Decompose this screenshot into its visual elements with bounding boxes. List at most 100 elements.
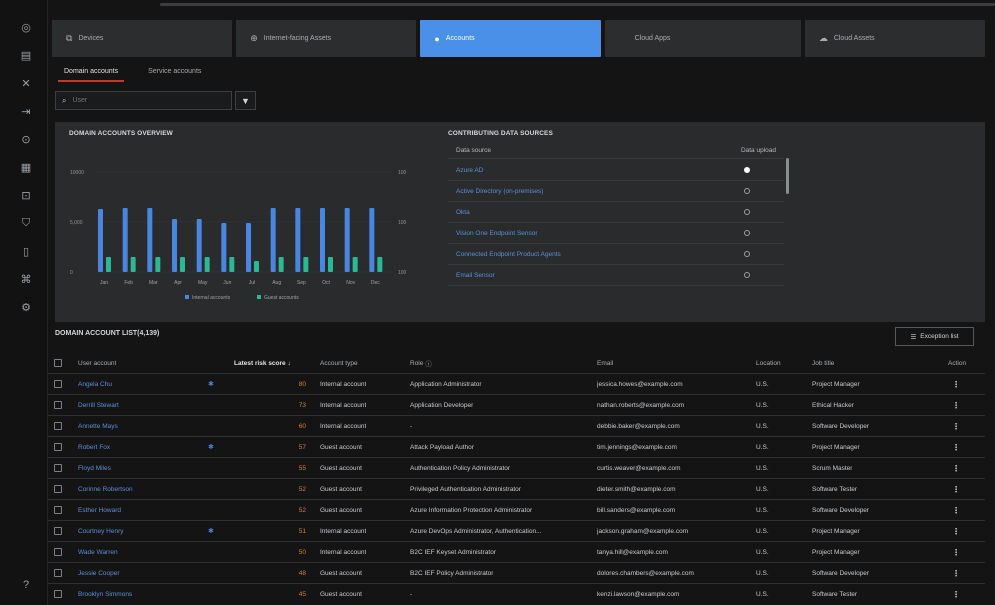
more-actions-icon[interactable]: ⋮ [952,526,960,536]
data-source-row[interactable]: Azure AD [448,160,784,181]
data-source-radio[interactable] [744,209,750,215]
more-actions-icon[interactable]: ⋮ [952,547,960,557]
mobile-icon[interactable]: ▯ [22,245,30,258]
row-checkbox[interactable] [54,479,62,499]
shield-icon[interactable]: ⛉ [21,216,31,229]
table-row[interactable]: Derrill Stewart 73 Internal account Applica… [48,394,985,415]
table-row[interactable]: Brooklyn Simmons 45 Guest account - kenzi.la… [48,583,985,604]
more-actions-icon[interactable]: ⋮ [952,568,960,578]
select-all-checkbox[interactable] [54,355,62,371]
table-row[interactable]: Angela Chu ✱ 80 Internal account Application… [48,373,985,394]
col-role[interactable]: Role ⓘ [410,359,432,369]
user-account-link[interactable]: Floyd Miles [78,464,111,472]
tab-internet-facing-assets[interactable]: ⊕ Internet-facing Assets [236,20,417,57]
more-actions-icon[interactable]: ⋮ [952,484,960,494]
data-source-row[interactable]: Connected Endpoint Product Agents [448,244,784,265]
exception-list-button[interactable]: ☰ Exception list [895,327,974,346]
subtab-service-accounts[interactable]: Service accounts [148,68,202,75]
table-row[interactable]: Annette Mays 60 Internal account - debbie.ba… [48,415,985,436]
row-checkbox[interactable] [54,416,62,436]
tab-devices[interactable]: ⧉ Devices [52,20,233,57]
row-checkbox[interactable] [54,500,62,520]
row-checkbox[interactable] [54,584,62,604]
settings-icon[interactable]: ⚙ [21,301,31,314]
xdr-icon[interactable]: ✕ [21,77,31,90]
row-checkbox[interactable] [54,395,62,415]
tab-accounts[interactable]: ● Accounts [420,20,601,57]
user-account-link[interactable]: Derrill Stewart [78,401,119,409]
more-actions-icon[interactable]: ⋮ [952,589,960,599]
more-actions-icon[interactable]: ⋮ [952,400,960,410]
data-source-name[interactable]: Okta [456,208,470,216]
data-source-radio[interactable] [744,230,750,236]
more-actions-icon[interactable]: ⋮ [952,463,960,473]
table-row[interactable]: Esther Howard 52 Guest account Azure Inform… [48,499,985,520]
dashboard-icon[interactable]: ◎ [21,21,31,34]
row-checkbox[interactable] [54,542,62,562]
data-source-row[interactable]: Active Directory (on-premises) [448,181,784,202]
row-checkbox[interactable] [54,458,62,478]
user-account-link[interactable]: Courtney Henry [78,527,124,535]
table-row[interactable]: Courtney Henry ✱ 51 Internal account Azure D… [48,520,985,541]
row-checkbox[interactable] [54,374,62,394]
user-account-link[interactable]: Wade Warren [78,548,118,556]
email: tanya.hill@example.com [597,548,668,556]
bar-internal [172,219,177,272]
tab-cloud-assets[interactable]: ☁ Cloud Assets [804,20,986,57]
table-row[interactable]: Floyd Miles 55 Guest account Authentication… [48,457,985,478]
data-source-row[interactable]: Okta [448,202,784,223]
table-row[interactable]: Corinne Robertson 52 Guest account Privileg… [48,478,985,499]
login-icon[interactable]: ⇥ [21,105,31,118]
tab-cloud-apps[interactable]: Cloud Apps [604,20,801,57]
subtab-domain-accounts[interactable]: Domain accounts [58,66,125,82]
report-icon[interactable]: ▤ [20,49,32,62]
search-nav-icon[interactable]: ⊙ [21,133,31,146]
row-checkbox[interactable] [54,563,62,583]
row-checkbox[interactable] [54,521,62,541]
download-icon[interactable]: ⊡ [21,189,31,202]
data-source-name[interactable]: Azure AD [456,166,484,174]
more-actions-icon[interactable]: ⋮ [952,421,960,431]
more-actions-icon[interactable]: ⋮ [952,442,960,452]
data-source-radio[interactable] [744,272,750,278]
data-source-row[interactable]: Vision One Endpoint Sensor [448,223,784,244]
network-icon[interactable]: ⌘ [20,273,32,286]
data-source-radio[interactable] [744,167,750,173]
user-account-link[interactable]: Corinne Robertson [78,485,133,493]
data-source-name[interactable]: Vision One Endpoint Sensor [456,229,538,237]
col-email[interactable]: Email [597,359,614,367]
col-job-title[interactable]: Job title [812,359,835,367]
email: jackson.graham@example.com [597,527,689,535]
col-location[interactable]: Location [756,359,781,367]
data-source-name[interactable]: Active Directory (on-premises) [456,187,544,195]
col-user-account[interactable]: User account [78,359,117,367]
account-type: Internal account [320,380,367,388]
table-row[interactable]: Robert Fox ✱ 57 Guest account Attack Payload… [48,436,985,457]
list-icon[interactable]: ▦ [20,161,32,174]
search-input[interactable] [72,97,213,104]
bar-guest [180,257,185,272]
more-actions-icon[interactable]: ⋮ [952,379,960,389]
data-source-name[interactable]: Connected Endpoint Product Agents [456,250,561,258]
data-source-radio[interactable] [744,251,750,257]
role: Application Developer [410,401,474,409]
data-source-name[interactable]: Email Sensor [456,271,495,279]
help-icon[interactable]: ? [22,579,30,591]
data-sources-scrollbar[interactable] [786,158,789,194]
user-account-link[interactable]: Robert Fox [78,443,111,451]
user-account-link[interactable]: Jessie Cooper [78,569,120,577]
data-source-row[interactable]: Email Sensor [448,265,784,286]
more-actions-icon[interactable]: ⋮ [952,505,960,515]
table-row[interactable]: Wade Warren 50 Internal account B2C IEF Key… [48,541,985,562]
user-account-link[interactable]: Brooklyn Simmons [78,590,133,598]
filter-button[interactable]: ▼ [235,91,256,110]
x-tick-label: Sep [297,280,306,286]
data-source-radio[interactable] [744,188,750,194]
col-account-type[interactable]: Account type [320,359,358,367]
user-account-link[interactable]: Esther Howard [78,506,121,514]
col-risk-score[interactable]: Latest risk score ↓ [234,359,291,367]
user-account-link[interactable]: Annette Mays [78,422,118,430]
table-row[interactable]: Jessie Cooper 48 Guest account B2C IEF Poli… [48,562,985,583]
row-checkbox[interactable] [54,437,62,457]
user-account-link[interactable]: Angela Chu [78,380,112,388]
